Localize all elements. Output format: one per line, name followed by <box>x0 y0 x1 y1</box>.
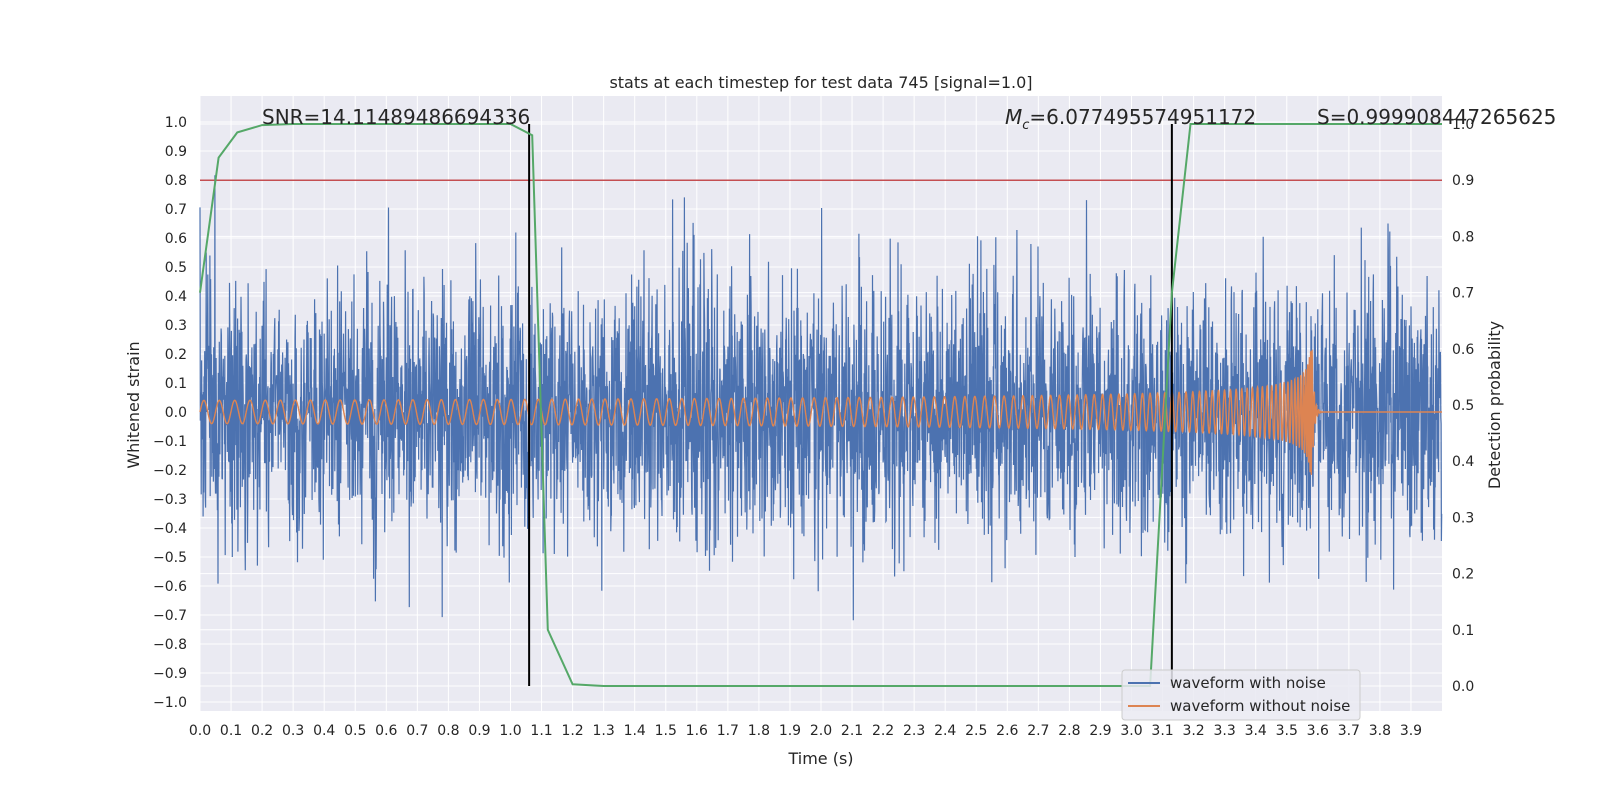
x-tick-label: 0.7 <box>406 723 428 739</box>
y-tick-label: −0.5 <box>153 550 187 566</box>
y2-tick-label: 0.0 <box>1452 679 1474 695</box>
x-tick-label: 3.0 <box>1120 723 1142 739</box>
mc-symbol: M <box>1005 105 1022 129</box>
y-tick-label: 0.9 <box>165 144 187 160</box>
y-tick-label: −0.6 <box>153 579 187 595</box>
x-tick-label: 0.1 <box>220 723 242 739</box>
x-tick-label: 0.9 <box>468 723 490 739</box>
y2-tick-label: 0.5 <box>1452 398 1474 414</box>
x-tick-label: 2.2 <box>872 723 894 739</box>
y-tick-label: 0.7 <box>165 202 187 218</box>
mc-value: =6.077495574951172 <box>1029 105 1256 129</box>
mc-annotation: Mc=6.077495574951172 <box>1005 105 1256 133</box>
y-tick-label: −0.9 <box>153 666 187 682</box>
x-tick-label: 3.3 <box>1214 723 1236 739</box>
x-tick-label: 1.6 <box>686 723 708 739</box>
y-tick-label: 0.2 <box>165 347 187 363</box>
y-axis-ticks: 1.0 0.9 0.8 0.7 0.6 0.5 0.4 0.3 0.2 0.1 0.0 −0.1 −0.… <box>153 115 187 711</box>
x-tick-label: 3.5 <box>1276 723 1298 739</box>
x-tick-label: 1.7 <box>717 723 739 739</box>
y-tick-label: 0.4 <box>165 289 187 305</box>
legend-label-waveform-without-noise: waveform without noise <box>1170 697 1350 715</box>
y2-tick-label: 1.0 <box>1452 117 1474 133</box>
x-tick-label: 3.6 <box>1307 723 1329 739</box>
y-tick-label: −1.0 <box>153 695 187 711</box>
x-tick-label: 1.0 <box>499 723 521 739</box>
y-tick-label: −0.4 <box>153 521 187 537</box>
y2-tick-label: 0.7 <box>1452 286 1474 302</box>
x-tick-label: 2.1 <box>841 723 863 739</box>
x-tick-label: 1.3 <box>593 723 615 739</box>
x-tick-label: 2.4 <box>934 723 956 739</box>
y2-tick-label: 0.2 <box>1452 567 1474 583</box>
x-tick-label: 2.5 <box>965 723 987 739</box>
y2-tick-label: 0.6 <box>1452 342 1474 358</box>
y-tick-label: 0.0 <box>165 405 187 421</box>
x-tick-label: 0.2 <box>251 723 273 739</box>
x-axis-ticks: 0.0 0.1 0.2 0.3 0.4 0.5 0.6 0.7 0.8 0.9 1.0 1.1 1.2 1… <box>189 723 1422 739</box>
x-tick-label: 0.6 <box>375 723 397 739</box>
y-tick-label: −0.1 <box>153 434 187 450</box>
x-tick-label: 3.4 <box>1245 723 1267 739</box>
y2-tick-label: 0.9 <box>1452 173 1474 189</box>
x-tick-label: 2.9 <box>1089 723 1111 739</box>
y-tick-label: −0.3 <box>153 492 187 508</box>
y2-tick-label: 0.1 <box>1452 623 1474 639</box>
x-tick-label: 2.0 <box>810 723 832 739</box>
x-tick-label: 3.7 <box>1338 723 1360 739</box>
y-tick-label: −0.2 <box>153 463 187 479</box>
y-tick-label: 0.3 <box>165 318 187 334</box>
chart-title: stats at each timestep for test data 745… <box>609 73 1032 92</box>
x-tick-label: 1.8 <box>748 723 770 739</box>
x-tick-label: 1.4 <box>624 723 646 739</box>
x-axis-label: Time (s) <box>787 749 853 768</box>
y-tick-label: 0.8 <box>165 173 187 189</box>
y-tick-label: 0.5 <box>165 260 187 276</box>
series-waveform-without-noise <box>199 349 1442 475</box>
mc-subscript: c <box>1022 118 1029 133</box>
x-tick-label: 0.4 <box>313 723 335 739</box>
x-tick-label: 3.9 <box>1400 723 1422 739</box>
y2-axis-ticks: 1.0 0.9 0.8 0.7 0.6 0.5 0.4 0.3 0.2 0.1 0.0 <box>1452 117 1474 695</box>
legend-label-waveform-with-noise: waveform with noise <box>1170 674 1326 692</box>
x-tick-label: 1.1 <box>530 723 552 739</box>
x-tick-label: 2.7 <box>1027 723 1049 739</box>
x-tick-label: 3.2 <box>1182 723 1204 739</box>
legend: waveform with noise waveform without noi… <box>1121 669 1361 721</box>
x-tick-label: 1.2 <box>561 723 583 739</box>
x-tick-label: 0.5 <box>344 723 366 739</box>
s-annotation: S=0.999908447265625 <box>1317 105 1556 129</box>
x-tick-label: 3.1 <box>1151 723 1173 739</box>
snr-annotation: SNR=14.11489486694336 <box>262 105 530 129</box>
legend-box <box>1121 669 1361 721</box>
x-tick-label: 3.8 <box>1369 723 1391 739</box>
x-tick-label: 0.0 <box>189 723 211 739</box>
y2-axis-label: Detection probability <box>1485 321 1504 489</box>
y2-tick-label: 0.4 <box>1452 454 1474 470</box>
chirp-trace <box>199 349 1442 475</box>
y-tick-label: −0.7 <box>153 608 187 624</box>
y-tick-label: 0.6 <box>165 231 187 247</box>
x-tick-label: 0.8 <box>437 723 459 739</box>
y-axis-label: Whitened strain <box>124 341 143 468</box>
y-tick-label: −0.8 <box>153 637 187 653</box>
y2-tick-label: 0.3 <box>1452 510 1474 526</box>
x-tick-label: 2.8 <box>1058 723 1080 739</box>
series-detection-probability <box>199 123 1442 687</box>
x-tick-label: 2.6 <box>996 723 1018 739</box>
x-tick-label: 2.3 <box>903 723 925 739</box>
x-tick-label: 1.9 <box>779 723 801 739</box>
y-tick-label: 1.0 <box>165 115 187 131</box>
y2-tick-label: 0.8 <box>1452 229 1474 245</box>
x-tick-label: 0.3 <box>282 723 304 739</box>
x-tick-label: 1.5 <box>655 723 677 739</box>
y-tick-label: 0.1 <box>165 376 187 392</box>
